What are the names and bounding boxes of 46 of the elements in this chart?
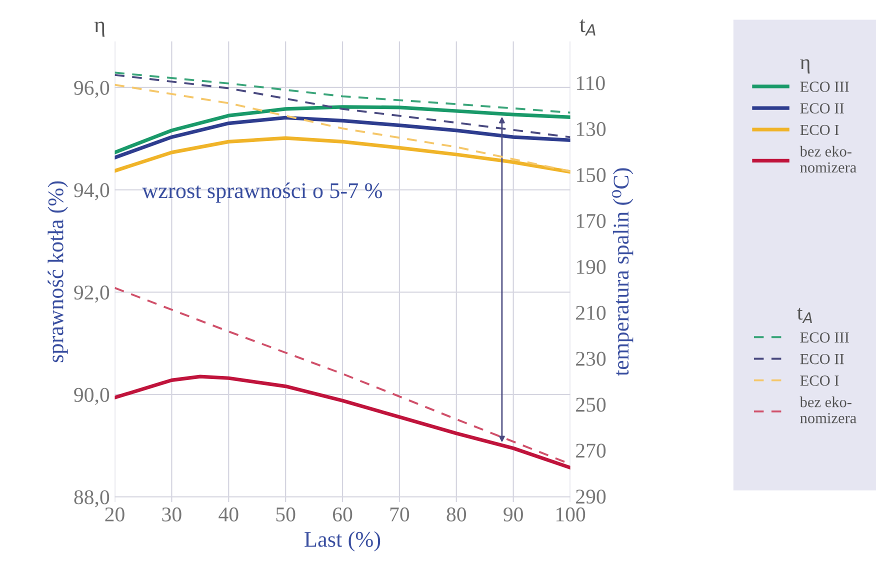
y-tick-label: 94,0 <box>74 183 110 200</box>
y2-tick-label: 250 <box>576 398 606 412</box>
x-tick-label: 40 <box>218 507 238 522</box>
y2-tick-label: 290 <box>576 490 606 504</box>
y-tick-label: 96,0 <box>74 80 110 98</box>
line-series <box>114 116 570 160</box>
x-tick-label: 90 <box>504 507 523 522</box>
x-tick-label: 70 <box>390 507 410 522</box>
legend-label: bez eko- nomizera <box>800 396 856 424</box>
y-tick-label: 90,0 <box>74 388 110 405</box>
legend-label: ECO III <box>800 82 849 92</box>
x-tick-label: 100 <box>556 507 586 522</box>
legend-label: bez eko- nomizera <box>800 146 856 173</box>
legend-label: ECO II <box>800 354 844 364</box>
y2-tick-label: 150 <box>576 168 606 182</box>
text: η <box>94 22 104 37</box>
x-tick-label: 50 <box>276 507 296 522</box>
line-series <box>114 84 570 172</box>
y2-tick-label: 270 <box>576 444 606 458</box>
line-series <box>114 136 570 174</box>
y2-tick-label: 190 <box>576 260 606 274</box>
text: t$_{A}$ <box>797 308 812 323</box>
line-series <box>114 374 570 470</box>
annotation: wzrost sprawności o 5-7 % <box>142 182 382 203</box>
x-tick-label: 20 <box>105 507 124 522</box>
legend-label: ECO II <box>800 103 844 114</box>
x-tick-label: 30 <box>162 507 182 522</box>
y-tick-label: 88,0 <box>74 490 110 508</box>
y-axis-title: sprawność kotła (%) <box>48 181 68 362</box>
text: t$_{A}$ <box>580 19 596 36</box>
y2-tick-label: 130 <box>576 122 606 136</box>
y2-axis-title: temperatura spalin (⁰C) <box>612 168 634 376</box>
x-tick-label: 60 <box>332 507 352 522</box>
y2-tick-label: 110 <box>576 76 605 90</box>
y2-tick-label: 230 <box>576 352 606 366</box>
x-tick-label: 80 <box>446 507 466 522</box>
line-series <box>114 72 570 114</box>
legend-label: ECO III <box>800 332 849 343</box>
y2-tick-label: 210 <box>576 306 606 320</box>
text: η <box>800 59 810 74</box>
legend-label: ECO I <box>800 124 839 136</box>
legend-label: ECO I <box>800 376 839 386</box>
y2-tick-label: 170 <box>576 214 606 228</box>
y-tick-label: 92,0 <box>74 286 110 303</box>
x-axis-title: Last (%) <box>304 531 380 552</box>
line-series <box>114 105 570 154</box>
